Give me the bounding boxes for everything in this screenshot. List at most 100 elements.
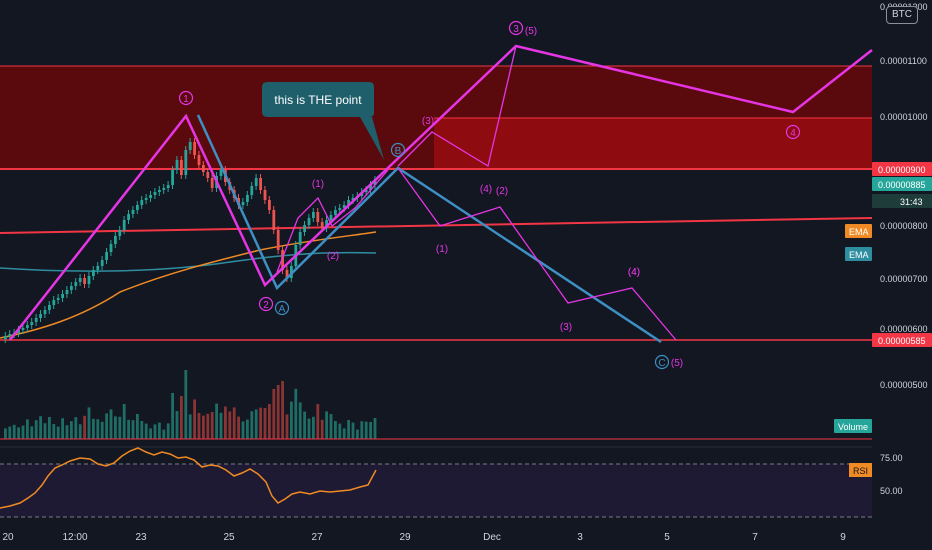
- volume-bar: [87, 407, 91, 439]
- candle-body: [21, 328, 25, 330]
- candle-body: [114, 236, 117, 244]
- price-badge-current: [872, 177, 932, 191]
- price-badge-text: 0.00000900: [878, 165, 926, 175]
- volume-bar: [338, 423, 342, 439]
- wave-label-circle: [178, 90, 194, 106]
- volume-bar: [241, 421, 245, 439]
- candle-body: [373, 180, 377, 185]
- wave-label: (4): [628, 267, 640, 278]
- volume-bar: [246, 419, 249, 439]
- candle-body: [39, 314, 42, 318]
- volume-bar: [153, 424, 157, 439]
- rsi-axis: 75.00 50.00 RSI: [849, 453, 903, 496]
- wave-label: B: [395, 146, 402, 157]
- time-axis: 20 12:00 23 25 27 29 Dec 3 5 7 9: [2, 532, 846, 543]
- volume-bar: [351, 422, 355, 439]
- volume-bar: [272, 389, 276, 439]
- candle-body: [149, 195, 152, 198]
- wave-label: (4): [480, 184, 492, 195]
- volume-bar: [56, 426, 60, 439]
- candle-body: [351, 198, 355, 200]
- wave-label-circle: [390, 142, 406, 158]
- symbol-badge[interactable]: BTC: [886, 6, 918, 24]
- candle-body: [158, 190, 161, 192]
- volume-bar: [259, 407, 262, 439]
- wave-label: A: [279, 304, 286, 315]
- candle-body: [364, 190, 368, 192]
- candle-body: [65, 290, 69, 294]
- wave-label: (3): [560, 322, 572, 333]
- wave-label: 1: [183, 94, 189, 105]
- time-tick-label: 25: [223, 532, 235, 543]
- candle-body: [87, 276, 91, 284]
- candle-body: [83, 278, 86, 284]
- price-badge-ema-orange: [845, 224, 872, 238]
- volume-bar: [136, 414, 139, 439]
- candle-body: [8, 334, 12, 336]
- wave-label: C: [658, 358, 665, 369]
- candle-body: [276, 230, 280, 250]
- candle-body: [56, 298, 60, 300]
- candle-body: [193, 142, 196, 155]
- rsi-tick-label: 50.00: [880, 486, 903, 496]
- wave-label: (5): [525, 26, 537, 37]
- wave-label: (4): [628, 267, 640, 278]
- volume-bar: [228, 411, 232, 439]
- volume-bar: [105, 413, 108, 439]
- wave-label-circle: [274, 300, 290, 316]
- volume-bar: [149, 428, 152, 439]
- candle-body: [180, 160, 183, 175]
- volume-bar: [268, 404, 271, 439]
- candle-body: [202, 165, 205, 172]
- time-tick-label: 3: [577, 532, 583, 543]
- volume-bar: [127, 419, 130, 439]
- volume-bar: [109, 409, 113, 439]
- price-badge-level: [872, 333, 932, 347]
- volume-bar: [17, 427, 20, 439]
- volume-bar: [171, 393, 174, 439]
- volume-bar: [92, 418, 95, 439]
- candle-body: [96, 266, 100, 270]
- wave-label: (2): [496, 186, 508, 197]
- rsi-line: [0, 447, 377, 509]
- candle-body: [48, 305, 51, 310]
- wave-label: (5): [671, 358, 683, 369]
- volume-bar: [48, 417, 51, 439]
- price-tick-label: 0.00000800: [880, 221, 928, 231]
- volume-bar: [140, 421, 144, 439]
- candle-body: [105, 252, 108, 260]
- volume-bar: [263, 408, 267, 439]
- volume-bar: [298, 402, 302, 439]
- callout-text: this is THE point: [274, 93, 362, 107]
- volume-bar: [316, 404, 320, 439]
- time-tick-label: 7: [752, 532, 758, 543]
- volume-bar: [312, 416, 315, 439]
- ema-orange-line: [0, 231, 377, 339]
- candle-body: [303, 225, 306, 232]
- candle-body: [136, 205, 139, 210]
- candle-body: [144, 198, 148, 200]
- callout-bubble: [262, 82, 384, 160]
- candle-body: [285, 270, 289, 278]
- volume-bar: [166, 423, 170, 439]
- volume-bar: [303, 411, 306, 439]
- volume-bar: [334, 421, 337, 439]
- price-tick-label: 0.00000500: [880, 380, 928, 390]
- price-badge-volume: [834, 419, 872, 433]
- volume-bar: [114, 416, 117, 439]
- volume-bar: [12, 424, 16, 439]
- wave-label: 4: [790, 128, 796, 139]
- candle-body: [4, 336, 7, 339]
- candle-body: [127, 214, 130, 220]
- candle-body: [241, 202, 245, 205]
- volume-bar: [52, 424, 56, 439]
- resistance-zone-bright: [434, 118, 872, 169]
- candle-body: [184, 150, 188, 175]
- volume-bar: [193, 399, 196, 439]
- candle-body: [100, 260, 104, 266]
- wave-label-circle: [654, 354, 670, 370]
- candle-body: [30, 322, 34, 325]
- rsi-band-fill: [0, 464, 872, 517]
- time-tick-label: 9: [840, 532, 846, 543]
